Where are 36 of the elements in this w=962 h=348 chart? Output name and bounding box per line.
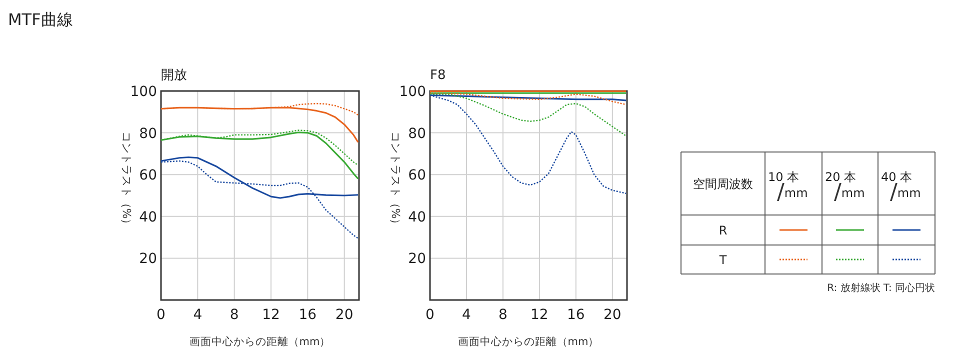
x-tick-label: 4 bbox=[462, 307, 472, 323]
category-label: 40 本/mm bbox=[881, 170, 921, 205]
x-tick-label: 12 bbox=[530, 307, 548, 323]
y-tick-label: 40 bbox=[139, 209, 157, 226]
y-axis-title: コントラスト（%） bbox=[120, 131, 133, 230]
chart-title: MTF曲線 bbox=[8, 10, 73, 29]
category-label: 20 本/mm bbox=[825, 170, 865, 205]
x-tick-label: 12 bbox=[262, 307, 280, 323]
y-axis-title: コントラスト（%） bbox=[389, 131, 402, 230]
y-tick-label: 80 bbox=[139, 126, 157, 142]
category-label: T bbox=[719, 253, 727, 267]
y-tick-label: 20 bbox=[408, 251, 426, 268]
y-tick-label: 40 bbox=[408, 209, 426, 226]
category-label: R bbox=[718, 224, 728, 238]
y-tick-label: 100 bbox=[130, 84, 157, 100]
x-tick-label: 8 bbox=[230, 307, 239, 323]
x-tick-label: 16 bbox=[298, 307, 317, 323]
x-tick-label: 0 bbox=[426, 307, 434, 323]
chart-title: F8 bbox=[430, 68, 446, 83]
text: R: 放射線状 T: 同心円状 bbox=[827, 282, 935, 294]
x-tick-label: 20 bbox=[335, 307, 354, 323]
y-tick-label: 60 bbox=[408, 168, 426, 184]
x-tick-label: 4 bbox=[193, 307, 202, 323]
y-tick-label: 80 bbox=[408, 126, 426, 142]
category-label: 10 本/mm bbox=[768, 170, 808, 205]
x-axis-title: 画面中心からの距離（mm） bbox=[458, 335, 600, 348]
chart-subtitle: 開放 bbox=[161, 68, 187, 83]
y-tick-label: 20 bbox=[139, 251, 157, 268]
y-tick-label: 60 bbox=[139, 168, 157, 184]
text: 空間周波数 bbox=[693, 177, 753, 191]
x-axis-title: 画面中心からの距離（mm） bbox=[189, 335, 331, 348]
x-tick-label: 0 bbox=[156, 307, 166, 323]
x-tick-label: 20 bbox=[603, 307, 622, 323]
y-tick-label: 100 bbox=[399, 84, 426, 100]
x-tick-label: 8 bbox=[498, 307, 508, 323]
x-tick-label: 16 bbox=[567, 307, 585, 323]
